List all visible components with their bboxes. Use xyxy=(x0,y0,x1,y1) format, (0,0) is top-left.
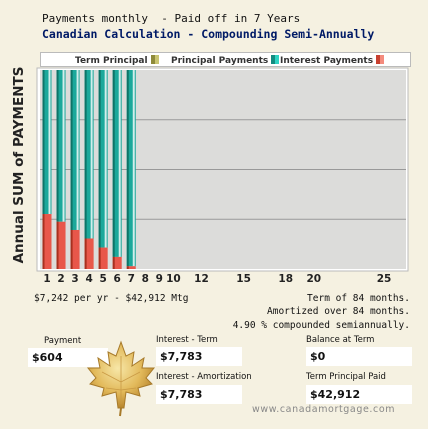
bar-interest-edge-year-7 xyxy=(126,266,129,269)
bar-principal-edge-year-2 xyxy=(56,70,59,222)
maple-leaf-icon xyxy=(86,340,156,417)
bar-principal-edge-year-5 xyxy=(98,70,101,248)
x-tick-15: 15 xyxy=(236,273,251,285)
bar-principal-edge-year-4 xyxy=(84,70,87,239)
x-tick-3: 3 xyxy=(71,273,78,285)
balance-value: $0 xyxy=(306,347,412,366)
legend-principal-swatch xyxy=(271,55,280,64)
payment-label: Payment xyxy=(44,336,82,346)
legend-principal-payments: Principal Payments xyxy=(171,55,280,66)
balance-label: Balance at Term xyxy=(306,335,375,345)
bar-principal-year-6 xyxy=(112,70,122,257)
bar-principal-edge-year-3 xyxy=(70,70,73,230)
term-principal-value: $42,912 xyxy=(306,385,412,404)
bar-principal-stripe-year-3 xyxy=(76,70,79,230)
legend-term-principal: Term Principal xyxy=(75,55,159,66)
bar-interest-edge-year-6 xyxy=(112,256,115,269)
interest-term-label: Interest - Term xyxy=(156,335,218,345)
x-tick-8: 8 xyxy=(142,273,149,285)
interest-amort-label: Interest - Amortization xyxy=(156,372,252,382)
x-tick-4: 4 xyxy=(85,273,92,285)
bar-principal-stripe-year-2 xyxy=(62,70,65,222)
footer-url: www.canadamortgage.com xyxy=(252,404,396,415)
payment-value: $604 xyxy=(28,348,108,367)
summary-amortized: Amortized over 84 months. xyxy=(267,306,410,317)
x-tick-7: 7 xyxy=(128,273,135,285)
bar-principal-stripe-year-5 xyxy=(104,70,107,248)
bar-principal-year-7 xyxy=(126,70,136,267)
x-tick-18: 18 xyxy=(278,273,293,285)
x-tick-6: 6 xyxy=(114,273,121,285)
bar-interest-year-1 xyxy=(42,214,52,269)
bar-principal-edge-year-7 xyxy=(126,70,129,267)
x-tick-1: 1 xyxy=(43,273,50,285)
payments-chart: 1 2 3 4 5 6 7 8 9 10 12 15 18 20 25 xyxy=(36,67,409,285)
bar-principal-stripe-year-4 xyxy=(90,70,93,239)
summary-rate: 4.90 % compounded semiannually. xyxy=(232,320,410,331)
bar-principal-year-2 xyxy=(56,70,66,222)
legend-term-principal-swatch xyxy=(150,55,159,64)
bar-interest-year-3 xyxy=(70,229,80,269)
legend-interest-payments: Interest Payments xyxy=(280,55,385,66)
bar-principal-edge-year-6 xyxy=(112,70,115,257)
bar-interest-year-5 xyxy=(98,247,108,269)
x-tick-12: 12 xyxy=(194,273,209,285)
bar-interest-edge-year-4 xyxy=(84,238,87,269)
term-principal-label: Term Principal Paid xyxy=(306,372,386,382)
header-title: Canadian Calculation - Compounding Semi-… xyxy=(42,27,375,41)
x-tick-labels: 1 2 3 4 5 6 7 8 9 10 12 15 18 20 25 xyxy=(43,273,391,285)
x-tick-9: 9 xyxy=(156,273,163,285)
bar-interest-edge-year-2 xyxy=(56,221,59,269)
x-tick-25: 25 xyxy=(377,273,392,285)
x-tick-20: 20 xyxy=(306,273,321,285)
bar-interest-edge-year-5 xyxy=(98,247,101,269)
bar-principal-stripe-year-6 xyxy=(118,70,121,257)
bar-principal-year-1 xyxy=(42,70,52,215)
bar-interest-year-4 xyxy=(84,238,94,269)
x-tick-2: 2 xyxy=(57,273,64,285)
bar-principal-year-3 xyxy=(70,70,80,230)
bar-principal-edge-year-1 xyxy=(42,70,45,215)
summary-term: Term of 84 months. xyxy=(307,293,410,304)
interest-term-value: $7,783 xyxy=(156,347,242,366)
bar-principal-year-5 xyxy=(98,70,108,248)
bar-interest-year-7 xyxy=(126,266,136,269)
bar-principal-year-4 xyxy=(84,70,94,239)
legend-term-principal-label: Term Principal xyxy=(75,56,148,66)
x-tick-10: 10 xyxy=(166,273,181,285)
legend-interest-label: Interest Payments xyxy=(280,56,374,66)
bar-principal-stripe-year-1 xyxy=(48,70,51,215)
header-subtitle: Payments monthly - Paid off in 7 Years xyxy=(42,12,301,25)
summary-left: $7,242 per yr - $42,912 Mtg xyxy=(34,293,189,304)
bars-group xyxy=(42,70,136,269)
legend-interest-swatch xyxy=(376,55,385,64)
bar-interest-edge-year-1 xyxy=(42,214,45,269)
legend-principal-label: Principal Payments xyxy=(171,56,269,66)
bar-principal-stripe-year-7 xyxy=(132,70,135,267)
bar-interest-edge-year-3 xyxy=(70,229,73,269)
chart-legend: Term Principal Principal Payments Intere… xyxy=(40,52,411,67)
bar-interest-year-6 xyxy=(112,256,122,269)
interest-amort-value: $7,783 xyxy=(156,385,242,404)
x-tick-5: 5 xyxy=(100,273,107,285)
bar-interest-year-2 xyxy=(56,221,66,269)
